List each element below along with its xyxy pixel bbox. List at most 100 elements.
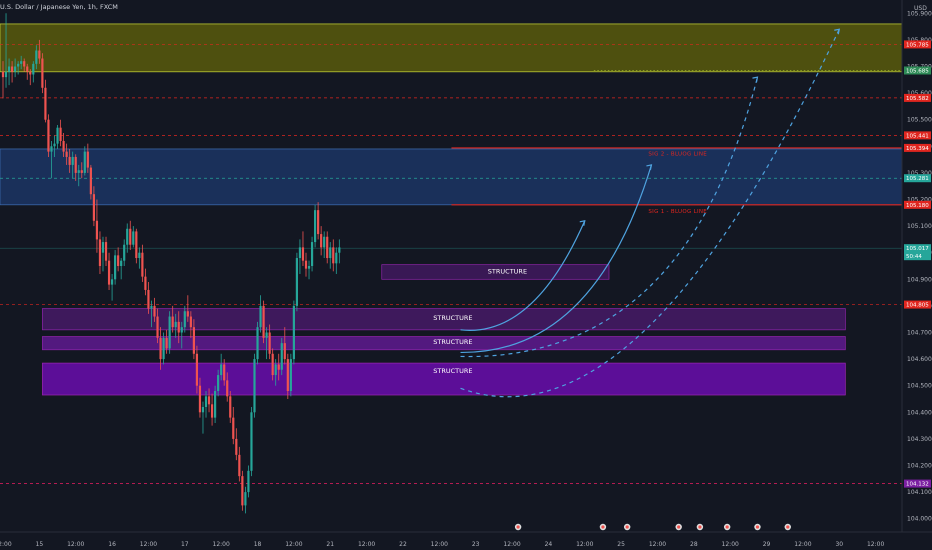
signal-label: SIG 2 - BLUOG LINE — [648, 152, 707, 158]
structure-label: STRUCTURE — [433, 367, 472, 375]
candle-body — [247, 470, 250, 493]
candle-body — [98, 239, 102, 266]
candle-body — [283, 343, 286, 360]
time-tick-label: 12:00 — [431, 541, 448, 548]
candle-body — [147, 289, 150, 309]
candle-body — [132, 231, 135, 245]
time-tick-label: 12:00 — [503, 541, 520, 548]
candle-body — [41, 58, 44, 88]
candle-body — [89, 167, 92, 195]
candle-body — [129, 228, 132, 245]
candle-body — [141, 252, 144, 277]
time-tick-label: 24 — [545, 541, 553, 548]
candle-body — [204, 396, 208, 407]
candle-body — [265, 332, 268, 338]
candle-body — [198, 385, 202, 413]
zone-box — [42, 362, 846, 396]
time-tick-label: 12:00 — [0, 541, 12, 548]
candle-body — [10, 66, 14, 72]
price-tick-label: 105.800 — [907, 37, 932, 44]
price-tick-label: 105.600 — [907, 90, 932, 97]
price-tick-label: 105.300 — [907, 170, 932, 177]
candle-body — [101, 242, 105, 253]
candle-body — [317, 210, 320, 235]
candle-body — [292, 305, 295, 360]
price-tag-label: 104.132 — [906, 482, 929, 488]
price-tag-label: 105.394 — [906, 146, 929, 152]
candle-body — [144, 276, 147, 290]
event-icon-dot — [601, 525, 605, 529]
price-tick-label: 104.700 — [907, 330, 932, 337]
time-tick-label: 12:00 — [285, 541, 302, 548]
candle-body — [114, 255, 117, 280]
time-tick-label: 23 — [472, 541, 480, 548]
candle-body — [150, 305, 153, 309]
candle-body — [86, 151, 89, 168]
candle-body — [201, 406, 205, 413]
chart-title: U.S. Dollar / Japanese Yen, 1h, FXCM — [0, 3, 118, 11]
structure-label: STRUCTURE — [433, 314, 472, 322]
price-tick-label: 104.400 — [907, 409, 932, 416]
zone-box — [0, 148, 903, 206]
candle-body — [117, 255, 120, 266]
event-icon-dot — [625, 525, 629, 529]
time-tick-label: 12:00 — [67, 541, 84, 548]
candle-body — [332, 247, 335, 264]
time-tick-label: 16 — [108, 541, 116, 548]
price-tag — [904, 300, 931, 309]
candle-body — [4, 71, 8, 78]
arrow-head — [752, 76, 759, 83]
candle-body — [241, 476, 244, 506]
arrow-head — [579, 220, 586, 226]
candle-body — [313, 210, 317, 243]
candle-body — [32, 63, 35, 75]
candle-body — [295, 258, 299, 306]
countdown-label: 50:44 — [906, 254, 922, 260]
price-tag — [904, 200, 931, 209]
candle-body — [29, 71, 32, 75]
price-tag-label: 105.441 — [906, 133, 929, 139]
candle-body — [220, 364, 223, 376]
projection-arrow — [460, 220, 586, 331]
candle-body — [1, 71, 5, 78]
time-tick-label: 25 — [617, 541, 625, 548]
candle-body — [62, 140, 65, 152]
candle-body — [310, 242, 314, 266]
candle-body — [286, 359, 289, 392]
time-tick-label: 17 — [181, 541, 189, 548]
candle-body — [277, 364, 280, 370]
price-tag — [904, 66, 931, 75]
candle-body — [195, 353, 199, 386]
currency-label: USD — [914, 5, 927, 12]
price-tick-label: 104.300 — [907, 436, 932, 443]
candle-body — [262, 305, 265, 338]
price-tick-label: 104.000 — [907, 516, 932, 523]
candle-body — [280, 343, 283, 370]
candle-body — [180, 327, 183, 333]
candle-body — [44, 87, 47, 120]
candle-body — [271, 353, 274, 376]
candle-body — [244, 492, 247, 506]
candle-body — [71, 156, 74, 165]
candle-body — [238, 454, 241, 477]
time-tick-label: 22 — [399, 541, 407, 548]
event-icon-dot — [725, 525, 729, 529]
candle-body — [326, 236, 329, 259]
time-tick-label: 30 — [835, 541, 843, 548]
price-tag-label: 105.582 — [906, 96, 929, 102]
time-tick-label: 21 — [326, 541, 334, 548]
candle-body — [171, 316, 174, 328]
candle-body — [274, 364, 277, 376]
candle-body — [320, 234, 323, 248]
time-tick-label: 28 — [690, 541, 698, 548]
event-icon-dot — [755, 525, 760, 529]
candle-body — [159, 337, 162, 360]
candle-body — [226, 380, 229, 397]
candle-body — [253, 359, 256, 413]
time-tick-label: 12:00 — [649, 541, 666, 548]
candle-body — [80, 170, 83, 173]
candle-body — [298, 247, 302, 259]
time-tick-label: 29 — [763, 541, 771, 548]
current-price-label: 105.017 — [906, 246, 929, 252]
